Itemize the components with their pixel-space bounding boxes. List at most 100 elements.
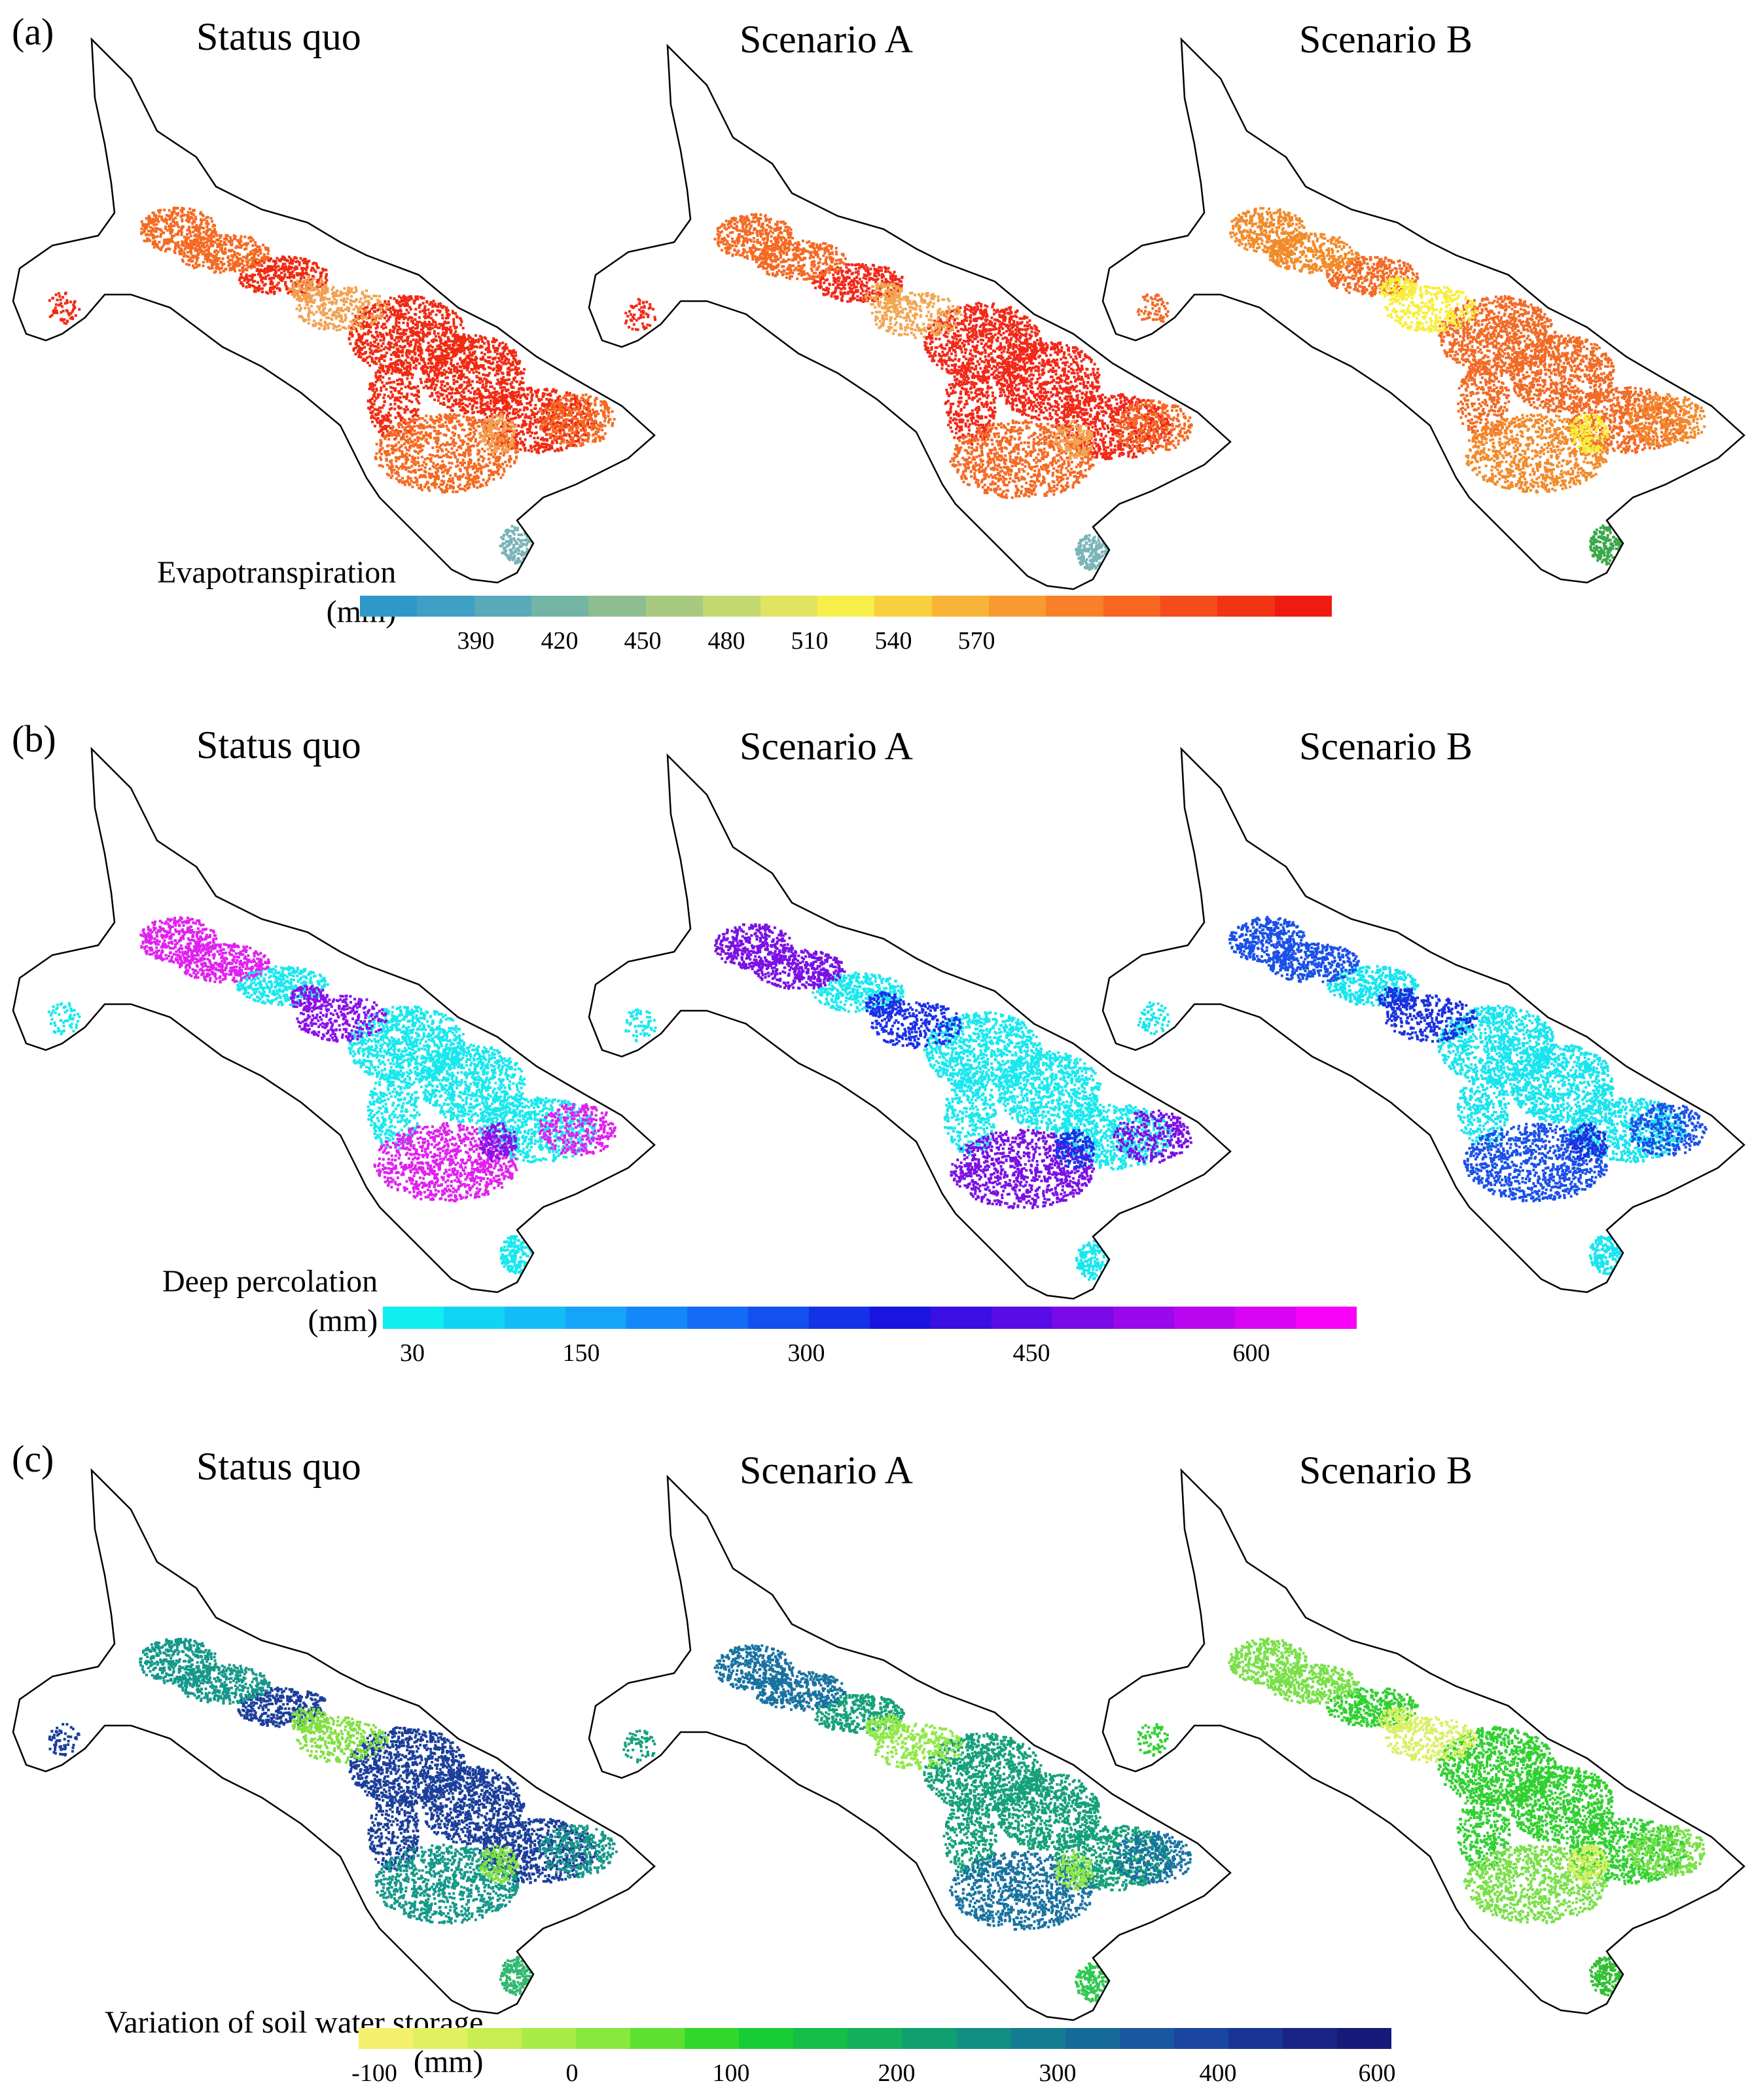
basin-outline: [1101, 37, 1745, 584]
map-a-scenario-a: [588, 43, 1232, 590]
map-pixels-accent: [1378, 987, 1609, 1161]
colorbar-tick-label: -100: [351, 2059, 397, 2087]
colorbar-swatch: [687, 1307, 748, 1329]
basin-outline: [1101, 1468, 1745, 2015]
title-a-status-quo: Status quo: [196, 15, 361, 58]
colorbar-swatch: [1336, 2028, 1391, 2049]
title-c-status-quo: Status quo: [196, 1445, 361, 1488]
colorbar-swatch: [1010, 2028, 1065, 2049]
panel-label-a: (a): [12, 10, 54, 53]
colorbar-swatch: [1282, 2028, 1337, 2049]
colorbar-swatch: [1173, 2028, 1228, 2049]
colorbar-swatch: [505, 1307, 565, 1329]
colorbar-swatch: [931, 596, 989, 617]
colorbar-swatch: [444, 1307, 505, 1329]
basin-outline: [12, 37, 656, 584]
colorbar-swatch: [1235, 1307, 1296, 1329]
colorbar-swatch: [809, 1307, 870, 1329]
legend-c-title-line2: (mm): [413, 2044, 484, 2079]
colorbar-swatch: [1065, 2028, 1120, 2049]
colorbar-swatch: [817, 596, 875, 617]
map-pixels-secondary: [1228, 916, 1707, 1203]
colorbar-swatch: [522, 2028, 577, 2049]
colorbar-swatch: [1119, 2028, 1174, 2049]
colorbar-swatch: [739, 2028, 794, 2049]
basin-outline: [588, 753, 1232, 1300]
map-pixels-accent: [289, 985, 518, 1163]
basin-outline: [588, 1474, 1232, 2021]
colorbar-swatch: [565, 1307, 626, 1329]
map-a-status-quo: [12, 37, 656, 584]
map-pixels-secondary: [140, 206, 616, 494]
map-pixel-layer: [1137, 1637, 1706, 1997]
map-pixel-layer: [1137, 916, 1707, 1275]
colorbar-tick-label: 570: [957, 627, 995, 655]
colorbar-swatch: [1274, 596, 1332, 617]
map-pixels-accent: [288, 275, 518, 454]
title-c-scenario-b: Scenario B: [1299, 1449, 1473, 1492]
colorbar-tick-label: 300: [1039, 2059, 1077, 2087]
map-pixels-accent: [865, 1713, 1094, 1891]
map-pixels-dominant: [1137, 1687, 1687, 1885]
title-b-scenario-a: Scenario A: [740, 725, 913, 768]
colorbar-swatch: [1160, 596, 1218, 617]
map-pixels-dominant: [48, 255, 598, 454]
legend-b-title-line2: (mm): [308, 1303, 378, 1338]
colorbar-tick-label: 390: [457, 627, 495, 655]
colorbar-tick-label: 300: [787, 1339, 825, 1367]
colorbar-swatch: [417, 596, 474, 617]
map-pixels-secondary: [139, 916, 617, 1203]
map-pixel-layer: [48, 206, 616, 565]
map-c-scenario-a: [588, 1474, 1232, 2021]
map-pixels-secondary: [1228, 1637, 1706, 1925]
basin-outline: [1101, 746, 1745, 1294]
map-b-status-quo: [12, 746, 656, 1294]
legend-c-title: Variation of soil water storage (mm): [105, 2003, 483, 2082]
map-pixels-dominant: [624, 262, 1172, 461]
colorbar-tick-label: 600: [1358, 2059, 1396, 2087]
colorbar-swatch: [1113, 1307, 1174, 1329]
colorbar-tick-label: 100: [712, 2059, 750, 2087]
colorbar-tick-label: 480: [707, 627, 745, 655]
colorbar-swatch: [760, 596, 817, 617]
colorbar-swatch: [874, 596, 932, 617]
colorbar-swatch: [870, 1307, 931, 1329]
colorbar-swatch: [1217, 596, 1275, 617]
colorbar-tick-label: 450: [624, 627, 662, 655]
map-pixels-dominant: [48, 1686, 598, 1885]
map-pixels-dominant: [622, 1693, 1173, 1892]
colorbar-swatch: [359, 2028, 414, 2049]
colorbar-swatch: [748, 1307, 809, 1329]
colorbar-swatch: [848, 2028, 903, 2049]
basin-outline: [12, 1468, 656, 2015]
colorbar-tick-label: 30: [400, 1339, 425, 1367]
map-pixels-accent: [864, 282, 1095, 460]
colorbar-swatch: [531, 596, 589, 617]
map-pixels-accent: [1378, 1707, 1609, 1885]
colorbar-a: [360, 596, 1332, 617]
legend-a-title: Evapotranspiration (mm): [157, 553, 396, 632]
map-pixels-accent: [291, 1707, 520, 1885]
colorbar-swatch: [576, 2028, 631, 2049]
panel-label-c: (c): [12, 1438, 54, 1480]
colorbar-swatch: [1174, 1307, 1235, 1329]
map-pixel-layer: [48, 1638, 618, 1997]
colorbar-swatch: [992, 1307, 1052, 1329]
legend-b-title: Deep percolation (mm): [162, 1262, 378, 1341]
title-b-status-quo: Status quo: [196, 723, 361, 767]
colorbar-swatch: [467, 2028, 522, 2049]
title-a-scenario-b: Scenario B: [1299, 18, 1473, 61]
colorbar-swatch: [383, 1307, 444, 1329]
colorbar-swatch: [685, 2028, 740, 2049]
map-pixels-secondary: [1229, 207, 1706, 494]
map-pixels-dominant: [1137, 965, 1687, 1163]
map-pixel-layer: [1137, 207, 1706, 566]
map-c-scenario-b: [1101, 1468, 1745, 2015]
colorbar-swatch: [645, 596, 704, 617]
colorbar-swatch: [956, 2028, 1011, 2049]
map-a-scenario-b: [1101, 37, 1745, 584]
map-pixels-dominant: [1137, 255, 1687, 454]
colorbar-swatch: [1046, 596, 1103, 617]
map-pixels-tip: [499, 524, 537, 565]
colorbar-swatch: [413, 2028, 468, 2049]
